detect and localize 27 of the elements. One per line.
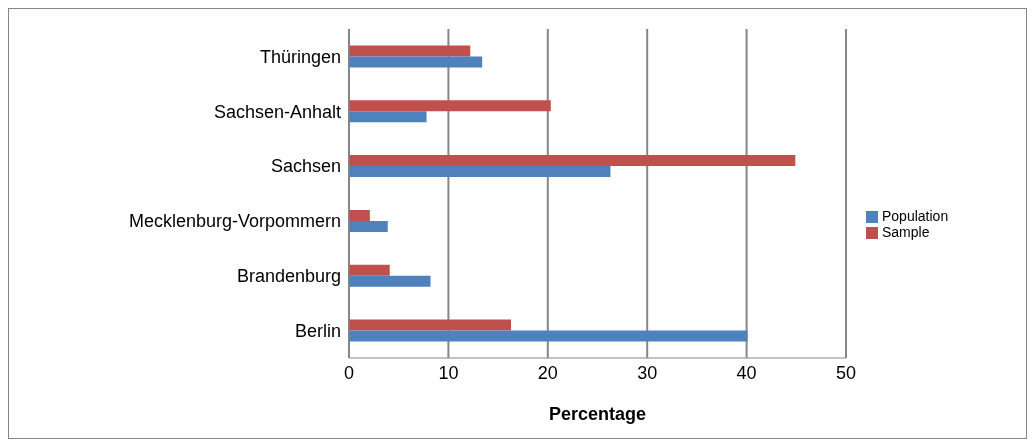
legend-label: Population [882,207,949,224]
x-tick-label: 10 [438,362,459,383]
bar [349,111,427,123]
bar [349,220,388,232]
bar [349,45,471,57]
y-tick-label: Mecklenburg-Vorpommern [128,211,341,232]
bar [349,275,431,287]
x-tick-label: 40 [736,362,757,383]
y-tick-label: Brandenburg [236,266,341,287]
x-tick-label: 20 [537,362,558,383]
x-tick-label: 0 [343,362,355,383]
bar [349,166,611,178]
legend-label: Sample [882,223,930,240]
y-tick-label: Sachsen-Anhalt [213,101,341,122]
x-tick-label: 30 [637,362,658,383]
x-tick-label: 50 [835,362,857,383]
x-axis-title: Percentage [548,404,647,424]
y-tick-label: Thüringen [259,46,341,67]
bar [349,209,370,221]
bar [349,330,748,342]
y-tick-label: Sachsen [270,156,341,177]
bar [349,56,483,68]
bar [349,264,390,276]
bar [349,319,512,331]
y-tick-label: Berlin [294,320,341,341]
bar [349,155,796,167]
bar [349,100,551,112]
